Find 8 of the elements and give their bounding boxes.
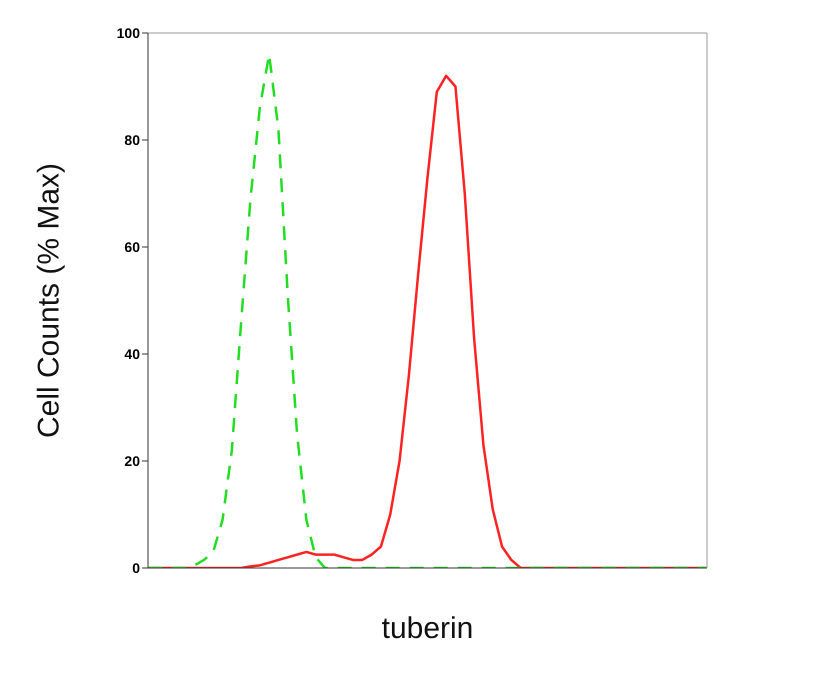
- y-tick-label: 0: [132, 560, 140, 576]
- y-tick-label: 60: [124, 238, 140, 255]
- y-tick-label: 80: [124, 132, 140, 148]
- y-tick-label: 100: [116, 24, 140, 41]
- y-tick-label: 20: [124, 452, 140, 469]
- y-tick-label: 40: [124, 346, 140, 362]
- x-axis-title: tuberin: [382, 612, 474, 645]
- y-axis-title: Cell Counts (% Max): [32, 162, 66, 438]
